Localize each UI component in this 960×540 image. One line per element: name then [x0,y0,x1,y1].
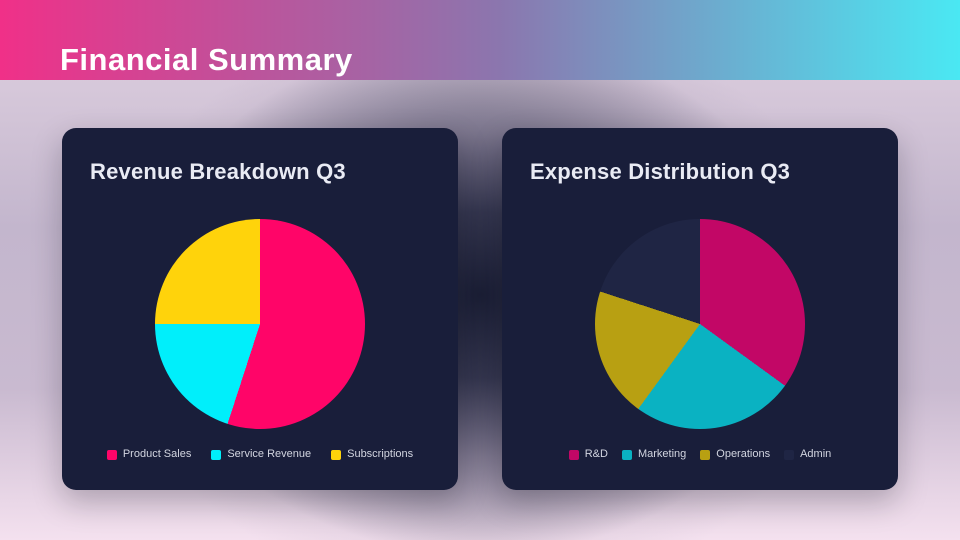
legend-item: Marketing [621,448,687,460]
revenue-card: Revenue Breakdown Q3 Product Sales Servi… [62,128,458,490]
expense-legend: R&D Marketing Operations Admin [502,449,898,460]
legend-swatch [784,449,795,460]
legend-label: Admin [800,448,832,460]
revenue-chart-title: Revenue Breakdown Q3 [90,159,346,184]
legend-item: Service Revenue [211,449,311,460]
legend-swatch [568,449,579,460]
legend-swatch [106,449,117,460]
legend-label: Marketing [637,448,687,460]
legend-item: Subscriptions [331,449,413,460]
legend-label: Product Sales [122,448,192,460]
legend-label: Service Revenue [227,448,312,460]
legend-swatch [331,449,342,460]
legend-item: R&D [568,448,608,460]
revenue-legend: Product Sales Service Revenue Subscripti… [62,449,458,460]
legend-item: Admin [784,449,831,460]
legend-label: R&D [584,448,608,460]
page-title: Financial Summary [60,42,353,77]
header-banner: Financial Summary [0,0,960,80]
expense-pie-chart [595,219,805,429]
legend-swatch [700,449,711,460]
legend-label: Subscriptions [347,448,414,460]
revenue-pie-chart [155,219,365,429]
legend-swatch [621,449,632,460]
expense-card: Expense Distribution Q3 R&D Marketing Op… [502,128,898,490]
legend-swatch [211,449,222,460]
legend-item: Product Sales [106,448,192,460]
legend-label: Operations [716,448,771,460]
expense-chart-title: Expense Distribution Q3 [530,159,791,184]
legend-item: Operations [700,449,770,460]
